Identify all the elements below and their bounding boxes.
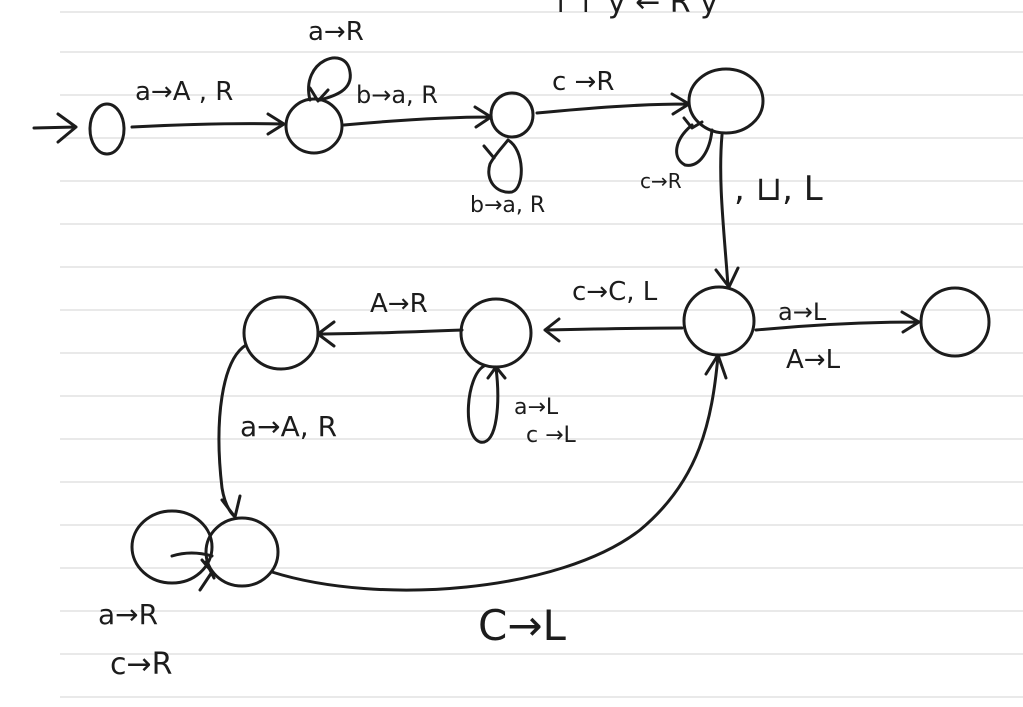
states — [88, 67, 991, 588]
edge-q0-q1 — [130, 112, 286, 136]
start-arrow — [32, 112, 78, 144]
edge-q5-q6 — [316, 320, 464, 348]
edge-q1-q2 — [342, 105, 493, 129]
edge-q8-q4 — [270, 353, 728, 592]
ruled-lines — [60, 11, 1023, 698]
state-q5 — [459, 297, 533, 369]
label-q4-q7-line2: A→L — [786, 345, 841, 375]
state-q0 — [88, 102, 126, 156]
transitions — [130, 56, 921, 592]
label-q8-loop-line2: c→R — [110, 647, 172, 682]
state-q6 — [242, 295, 320, 371]
edge-q6-q8 — [217, 343, 248, 519]
edge-q3-q4 — [714, 133, 740, 289]
state-q1 — [284, 97, 344, 155]
state-q8-inner — [204, 516, 280, 588]
label-q5-q6: A→R — [370, 289, 428, 319]
state-q4 — [682, 285, 756, 357]
label-q0-q1: a→A , R — [135, 77, 233, 107]
label-q2-loop: b→a, R — [470, 193, 545, 218]
edge-q4-q5 — [543, 317, 684, 343]
state-q3 — [687, 67, 765, 135]
label-q1-q2: b→a, R — [356, 81, 438, 109]
state-q8-outer — [130, 509, 214, 585]
label-q2-q3: c →R — [552, 67, 614, 97]
loop-q1 — [307, 56, 352, 103]
label-q8-loop-line1: a→R — [98, 598, 158, 631]
top-partial-text: ↑↑ y ← R y — [548, 0, 718, 20]
edge-q4-q7 — [754, 310, 921, 334]
loop-q8 — [170, 551, 216, 592]
label-q3-loop: c→R — [640, 169, 682, 193]
edge-q2-q3 — [535, 92, 691, 116]
label-q1-loop: a→R — [308, 17, 364, 47]
label-q4-q5: c→C, L — [572, 277, 658, 307]
label-q4-q7-line1: a→L — [778, 298, 827, 326]
label-q5-loop-line1: a→L — [514, 395, 559, 420]
loop-q3 — [675, 116, 714, 167]
state-q7-accept — [919, 286, 991, 358]
label-q6-q8: a→A, R — [240, 410, 337, 443]
loop-q5 — [466, 364, 507, 444]
label-q3-q4: , ⊔, L — [734, 169, 823, 209]
transition-labels: a→A , R a→R b→a, R b→a, R c →R c→R , ⊔, … — [98, 17, 841, 682]
label-q5-loop-line2: c →L — [526, 423, 577, 448]
loop-q2 — [482, 138, 523, 194]
state-q2 — [489, 91, 535, 139]
label-q8-q4: C→L — [478, 601, 567, 650]
